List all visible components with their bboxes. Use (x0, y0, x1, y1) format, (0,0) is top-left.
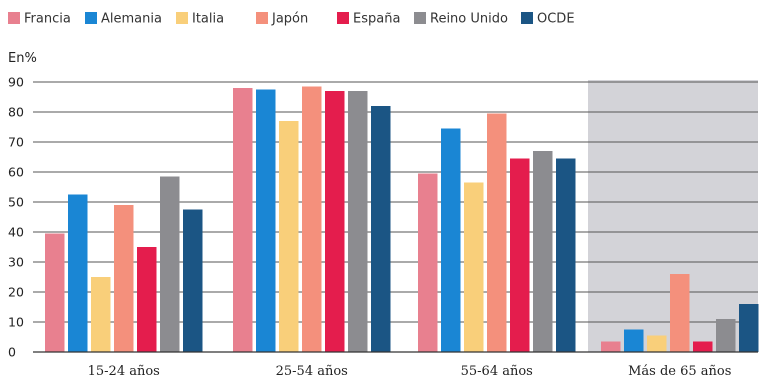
legend-item-reino-unido: Reino Unido (414, 12, 508, 27)
legend-label-reino-unido: Reino Unido (430, 12, 508, 27)
bar-ocde-55-64-anos (556, 158, 576, 352)
plot-area: 0 10 20 30 40 50 60 70 80 90 15-24 años 25-54 años 5… (8, 75, 759, 379)
bar-ocde-15-24-anos (183, 209, 203, 352)
bar-espana-mas-de-65-anos (693, 341, 713, 352)
bar-francia-55-64-anos (418, 173, 438, 352)
bar-japon-55-64-anos (487, 113, 507, 352)
bar-italia-55-64-anos (464, 182, 484, 352)
y-tick-label-40: 40 (8, 225, 24, 240)
legend-swatch-reino-unido (414, 12, 426, 24)
bar-ocde-25-54-anos (371, 106, 391, 352)
y-tick-label-30: 30 (8, 255, 24, 270)
bar-japon-mas-de-65-anos (670, 274, 690, 352)
legend-swatch-ocde (521, 12, 533, 24)
y-axis-unit-label: En% (8, 51, 37, 66)
legend-item-espana: España (337, 12, 400, 27)
legend-swatch-japon (256, 12, 268, 24)
y-tick-label-20: 20 (8, 285, 24, 300)
bar-ocde-mas-de-65-anos (739, 304, 759, 352)
y-tick-label-60: 60 (8, 165, 24, 180)
bar-reino-unido-25-54-anos (348, 91, 368, 352)
legend-item-alemania: Alemania (85, 12, 162, 27)
y-tick-label-90: 90 (8, 75, 24, 90)
bar-francia-25-54-anos (233, 88, 253, 352)
legend-label-francia: Francia (24, 12, 71, 27)
bar-japon-25-54-anos (302, 86, 322, 352)
bar-alemania-15-24-anos (68, 194, 88, 352)
legend-item-ocde: OCDE (521, 12, 575, 27)
bar-reino-unido-15-24-anos (160, 176, 180, 352)
bar-italia-25-54-anos (279, 121, 299, 352)
bar-italia-15-24-anos (91, 277, 111, 352)
legend-label-ocde: OCDE (537, 12, 575, 27)
y-tick-label-0: 0 (8, 345, 16, 360)
bar-italia-mas-de-65-anos (647, 335, 667, 352)
legend-label-japon: Japón (271, 12, 308, 27)
legend-swatch-italia (176, 12, 188, 24)
bar-reino-unido-mas-de-65-anos (716, 319, 736, 352)
legend-swatch-francia (8, 12, 20, 24)
chart-legend: Francia Alemania Italia Japón España Reino Un… (8, 12, 575, 27)
x-category-label-55-64-anos: 55-64 años (461, 364, 533, 379)
y-tick-label-50: 50 (8, 195, 24, 210)
bar-alemania-mas-de-65-anos (624, 329, 644, 352)
bar-espana-25-54-anos (325, 91, 345, 352)
x-category-label-25-54-anos: 25-54 años (276, 364, 348, 379)
bar-reino-unido-55-64-anos (533, 151, 553, 352)
bar-francia-15-24-anos (45, 233, 65, 352)
bar-espana-15-24-anos (137, 247, 157, 352)
y-tick-label-70: 70 (8, 135, 24, 150)
legend-item-francia: Francia (8, 12, 71, 27)
bar-alemania-55-64-anos (441, 128, 461, 352)
y-tick-label-80: 80 (8, 105, 24, 120)
bar-japon-15-24-anos (114, 205, 134, 352)
bar-francia-mas-de-65-anos (601, 341, 621, 352)
legend-label-espana: España (353, 12, 400, 27)
legend-swatch-espana (337, 12, 349, 24)
x-category-label-15-24-anos: 15-24 años (88, 364, 160, 379)
legend-label-alemania: Alemania (101, 12, 162, 27)
legend-item-italia: Italia (176, 12, 224, 27)
bar-espana-55-64-anos (510, 158, 530, 352)
legend-swatch-alemania (85, 12, 97, 24)
x-category-label-mas-de-65-anos: Más de 65 años (628, 364, 731, 379)
legend-item-japon: Japón (256, 12, 308, 27)
legend-label-italia: Italia (192, 12, 224, 27)
bar-alemania-25-54-anos (256, 89, 276, 352)
y-tick-label-10: 10 (8, 315, 24, 330)
